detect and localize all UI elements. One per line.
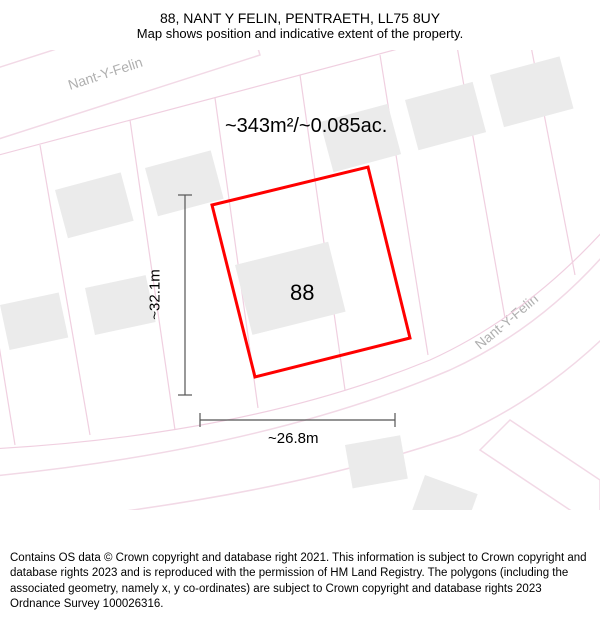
map-subtitle: Map shows position and indicative extent… bbox=[20, 26, 580, 41]
height-dim-label: ~32.1m bbox=[147, 269, 164, 319]
house-number-label: 88 bbox=[290, 280, 314, 306]
header: 88, NANT Y FELIN, PENTRAETH, LL75 8UY Ma… bbox=[0, 0, 600, 45]
address-title: 88, NANT Y FELIN, PENTRAETH, LL75 8UY bbox=[20, 10, 580, 26]
width-dim-label: ~26.8m bbox=[268, 430, 318, 447]
footer-copyright: Contains OS data © Crown copyright and d… bbox=[0, 543, 600, 625]
map-area: Nant-Y-Felin Nant-Y-Felin bbox=[0, 50, 600, 510]
area-label: ~343m²/~0.085ac. bbox=[225, 115, 387, 138]
